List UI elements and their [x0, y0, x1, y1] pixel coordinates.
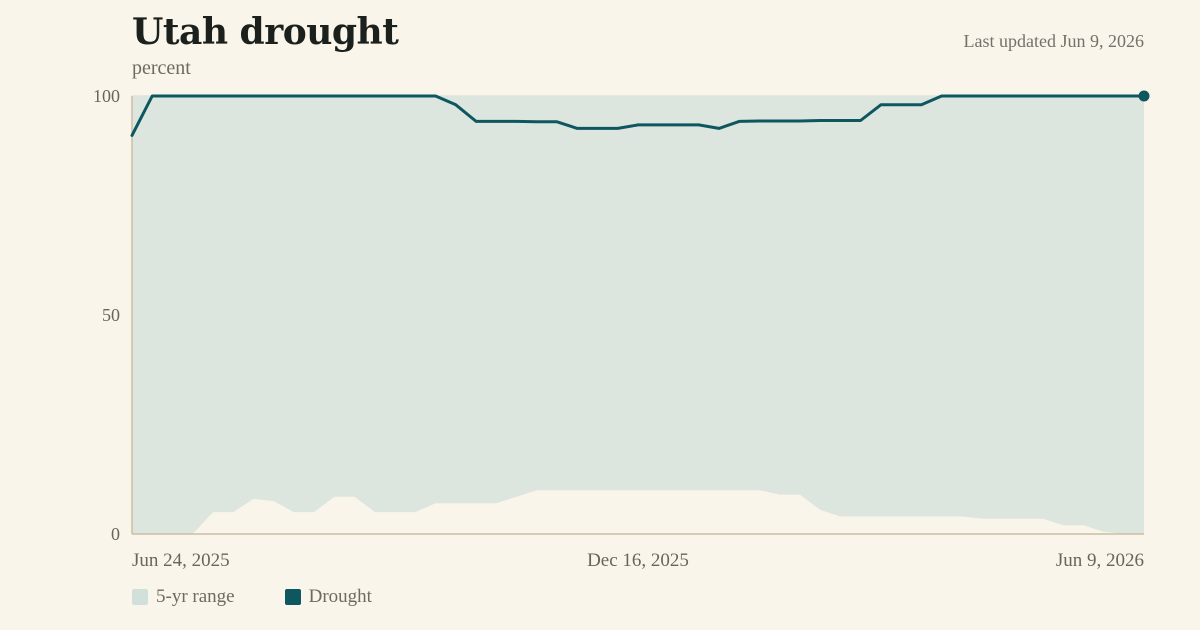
drought-line	[130, 94, 1146, 137]
legend-item-range: 5-yr range	[132, 586, 235, 608]
legend-range-label: 5-yr range	[156, 586, 235, 607]
drought-latest-point	[1138, 90, 1150, 102]
chart-subtitle: percent	[132, 57, 191, 79]
axis-layer	[131, 96, 1144, 535]
range-band-layer	[132, 96, 1144, 534]
chart-title: Utah drought	[132, 11, 399, 53]
range-swatch-icon	[132, 589, 148, 605]
tick-label-layer: 0 50 100 Jun 24, 2025 Dec 16, 2025 Jun 9, 202…	[93, 86, 1144, 571]
x-tick-label: Jun 9, 2026	[1056, 550, 1144, 571]
legend-drought-label: Drought	[308, 586, 372, 607]
range-band	[132, 96, 1144, 534]
legend: 5-yr range Drought	[132, 586, 422, 608]
y-tick-label: 100	[93, 86, 120, 106]
x-tick-label: Jun 24, 2025	[132, 550, 230, 571]
x-tick-label: Dec 16, 2025	[587, 550, 689, 571]
y-tick-label: 50	[102, 305, 120, 325]
drought-line-layer	[130, 90, 1150, 137]
last-updated-text: Last updated Jun 9, 2026	[963, 31, 1144, 51]
legend-item-drought: Drought	[284, 586, 372, 608]
y-tick-label: 0	[111, 524, 120, 544]
drought-swatch-icon	[284, 589, 301, 605]
